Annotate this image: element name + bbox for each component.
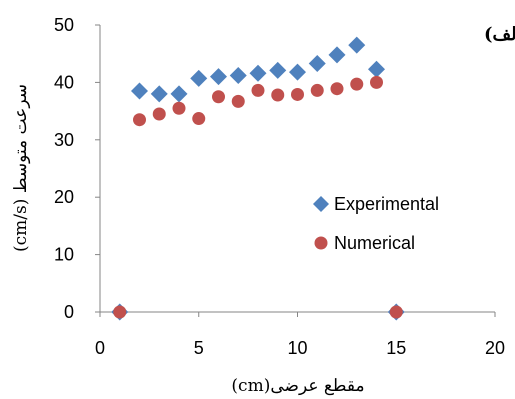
legend: Experimental Numerical xyxy=(313,194,439,253)
experimental-point xyxy=(131,82,148,100)
numerical-point xyxy=(113,305,127,319)
experimental-point xyxy=(150,85,168,103)
legend-label: Numerical xyxy=(334,233,415,253)
numerical-point xyxy=(291,87,304,101)
x-axis-title: مقطع عرضی(cm) xyxy=(231,376,364,396)
numerical-point xyxy=(212,90,225,104)
x-tick-label: 5 xyxy=(194,338,204,358)
series-numerical xyxy=(113,75,403,319)
experimental-point xyxy=(289,63,306,81)
numerical-point xyxy=(370,75,383,89)
experimental-point xyxy=(210,68,227,86)
numerical-point xyxy=(389,305,403,319)
x-tick-label: 20 xyxy=(485,338,505,358)
experimental-point xyxy=(308,54,326,72)
legend-marker-circle xyxy=(314,236,328,250)
legend-marker-diamond xyxy=(313,196,329,212)
numerical-point xyxy=(152,107,166,121)
y-tick-label: 10 xyxy=(54,245,74,265)
numerical-point xyxy=(330,82,344,96)
legend-entry: Numerical xyxy=(314,233,415,253)
panel-label: (الف) xyxy=(484,24,515,45)
experimental-point xyxy=(269,61,287,79)
y-tick-label: 30 xyxy=(54,130,74,150)
legend-label: Experimental xyxy=(334,194,439,214)
experimental-point xyxy=(170,85,188,103)
numerical-point xyxy=(310,83,324,97)
tick-labels: 0 10 20 30 40 50 0 5 10 15 20 xyxy=(54,15,505,358)
experimental-point xyxy=(249,64,267,82)
experimental-point xyxy=(368,60,385,78)
y-tick-label: 20 xyxy=(54,187,74,207)
experimental-point xyxy=(229,67,247,85)
experimental-point xyxy=(328,46,346,64)
y-axis-title: سرعت متوسط (cm/s) xyxy=(11,84,31,252)
x-tick-label: 15 xyxy=(386,338,406,358)
experimental-point xyxy=(348,36,366,54)
x-tick-label: 10 xyxy=(287,338,307,358)
y-tick-label: 50 xyxy=(54,15,74,35)
numerical-point xyxy=(192,112,206,126)
numerical-point xyxy=(133,113,146,127)
x-tick-label: 0 xyxy=(95,338,105,358)
data-points xyxy=(111,36,405,321)
y-tick-label: 40 xyxy=(54,72,74,92)
numerical-point xyxy=(172,101,186,115)
numerical-point xyxy=(271,88,285,102)
numerical-point xyxy=(231,94,245,108)
numerical-point xyxy=(251,83,265,97)
y-tick-label: 0 xyxy=(64,302,74,322)
numerical-point xyxy=(350,77,364,91)
legend-entry: Experimental xyxy=(313,194,439,214)
experimental-point xyxy=(190,69,208,87)
